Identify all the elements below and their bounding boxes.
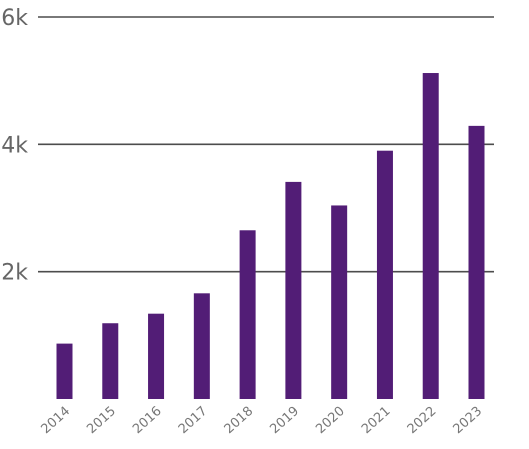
bar-2016 bbox=[148, 313, 165, 399]
bar-2015 bbox=[102, 323, 119, 399]
bar-2022 bbox=[422, 73, 439, 399]
bar-2021 bbox=[376, 150, 393, 399]
bar-2023 bbox=[468, 125, 485, 400]
x-tick-label: 2018 bbox=[222, 404, 257, 437]
x-tick-label: 2014 bbox=[39, 404, 74, 437]
x-tick-label: 2023 bbox=[451, 404, 486, 437]
x-tick-label: 2017 bbox=[176, 404, 211, 437]
bar-2019 bbox=[285, 181, 302, 399]
bars bbox=[56, 73, 485, 400]
x-tick-label: 2019 bbox=[267, 404, 302, 437]
bar-2017 bbox=[193, 293, 210, 399]
bar-2018 bbox=[239, 230, 256, 399]
y-tick-label: 2k bbox=[1, 261, 28, 286]
x-tick-label: 2021 bbox=[359, 404, 394, 437]
x-tick-label: 2022 bbox=[405, 404, 440, 437]
x-tick-label: 2015 bbox=[84, 404, 119, 437]
y-tick-label: 6k bbox=[1, 6, 28, 31]
gridlines bbox=[38, 16, 494, 273]
y-axis-ticks: 2k 4k 6k bbox=[1, 6, 28, 286]
bar-2014 bbox=[56, 343, 73, 399]
x-tick-label: 2020 bbox=[313, 404, 348, 437]
bar-2020 bbox=[331, 205, 348, 399]
x-axis-ticks: 2014 2015 2016 2017 2018 2019 2020 2021 2022 2023 bbox=[39, 404, 486, 437]
y-tick-label: 4k bbox=[1, 133, 28, 158]
x-tick-label: 2016 bbox=[130, 404, 165, 437]
